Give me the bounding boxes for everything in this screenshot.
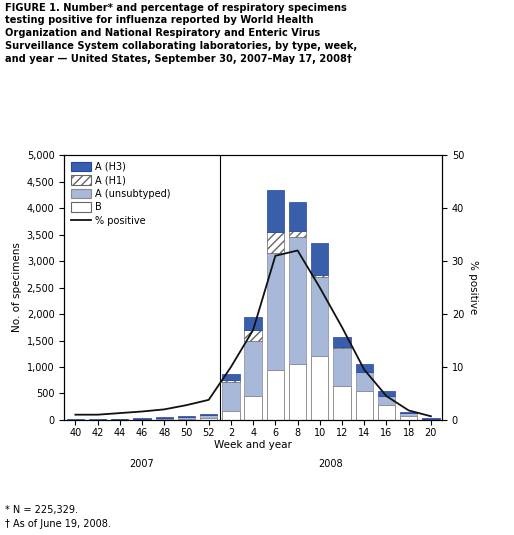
Text: † As of June 19, 2008.: † As of June 19, 2008. <box>5 518 111 529</box>
Bar <box>356 372 373 391</box>
Bar <box>334 337 351 347</box>
Bar <box>267 370 284 420</box>
Bar <box>178 417 195 419</box>
Bar <box>245 317 262 330</box>
Y-axis label: % positive: % positive <box>468 261 478 315</box>
Text: 2008: 2008 <box>319 459 343 469</box>
Bar <box>200 418 217 420</box>
Bar <box>356 371 373 372</box>
Text: FIGURE 1. Number* and percentage of respiratory specimens
testing positive for i: FIGURE 1. Number* and percentage of resp… <box>5 3 357 64</box>
Bar <box>178 419 195 420</box>
Bar <box>400 411 417 413</box>
Bar <box>311 275 328 277</box>
Y-axis label: No. of specimens: No. of specimens <box>12 243 23 332</box>
Bar <box>378 392 395 396</box>
Bar <box>311 243 328 275</box>
Bar <box>356 364 373 371</box>
Bar <box>334 347 351 348</box>
Bar <box>267 253 284 370</box>
Bar <box>356 391 373 420</box>
Bar <box>156 419 173 420</box>
Bar <box>289 237 306 364</box>
Legend: A (H3), A (H1), A (unsubtyped), B, % positive: A (H3), A (H1), A (unsubtyped), B, % pos… <box>69 160 173 227</box>
Bar <box>378 405 395 420</box>
Bar <box>222 380 240 382</box>
Bar <box>423 418 439 419</box>
Bar <box>222 382 240 411</box>
Bar <box>400 416 417 420</box>
Bar <box>156 417 173 418</box>
Bar <box>311 277 328 356</box>
Bar <box>311 356 328 420</box>
Bar <box>200 415 217 418</box>
Bar <box>245 341 262 396</box>
Bar <box>156 418 173 419</box>
Bar <box>267 189 284 232</box>
Bar <box>423 419 439 420</box>
Bar <box>245 330 262 341</box>
Bar <box>400 413 417 416</box>
Bar <box>378 396 395 405</box>
Bar <box>222 374 240 380</box>
Bar <box>289 231 306 237</box>
Bar <box>289 364 306 420</box>
Bar <box>289 202 306 231</box>
Bar <box>267 232 284 253</box>
Bar <box>178 416 195 417</box>
Bar <box>222 411 240 420</box>
Bar <box>334 386 351 420</box>
Bar <box>334 348 351 386</box>
Bar <box>245 396 262 420</box>
Text: * N = 225,329.: * N = 225,329. <box>5 505 78 515</box>
X-axis label: Week and year: Week and year <box>214 440 292 450</box>
Bar <box>133 418 151 419</box>
Text: 2007: 2007 <box>130 459 154 469</box>
Bar <box>200 414 217 415</box>
